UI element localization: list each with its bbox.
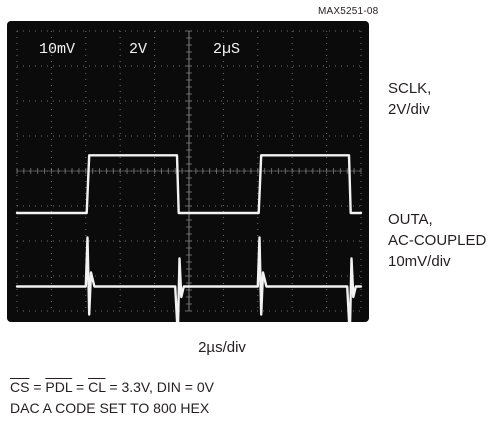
- conditions-line-1: CS = PDL = CL = 3.3V, DIN = 0V: [10, 377, 214, 398]
- time-per-division-label: 2µs/div: [198, 339, 246, 356]
- cs-signal: CS: [10, 379, 30, 395]
- oscilloscope-screen: 10mV 2V 2µS: [7, 21, 369, 322]
- pdl-signal: PDL: [45, 379, 73, 395]
- ch2-scale-readout: 2V: [129, 41, 147, 58]
- outa-trace: [15, 236, 363, 322]
- cl-signal: CL: [88, 379, 106, 395]
- ch1-scale-readout: 10mV: [39, 41, 75, 58]
- figure-id: MAX5251-08: [318, 6, 379, 17]
- sclk-trace: [15, 154, 363, 215]
- scope-plot: 10mV 2V 2µS: [15, 30, 363, 322]
- traces: [15, 154, 363, 322]
- timebase-readout: 2µS: [213, 41, 240, 58]
- test-conditions: CS = PDL = CL = 3.3V, DIN = 0V DAC A COD…: [10, 377, 214, 419]
- eq-sep: =: [33, 379, 46, 395]
- outa-trace-label: OUTA, AC-COUPLED 10mV/div: [388, 211, 487, 270]
- conditions-line-2: DAC A CODE SET TO 800 HEX: [10, 400, 210, 416]
- sclk-trace-label: SCLK, 2V/div: [388, 80, 432, 118]
- conditions-tail: = 3.3V, DIN = 0V: [109, 379, 214, 395]
- graticule: [16, 30, 362, 312]
- eq-sep: =: [76, 379, 89, 395]
